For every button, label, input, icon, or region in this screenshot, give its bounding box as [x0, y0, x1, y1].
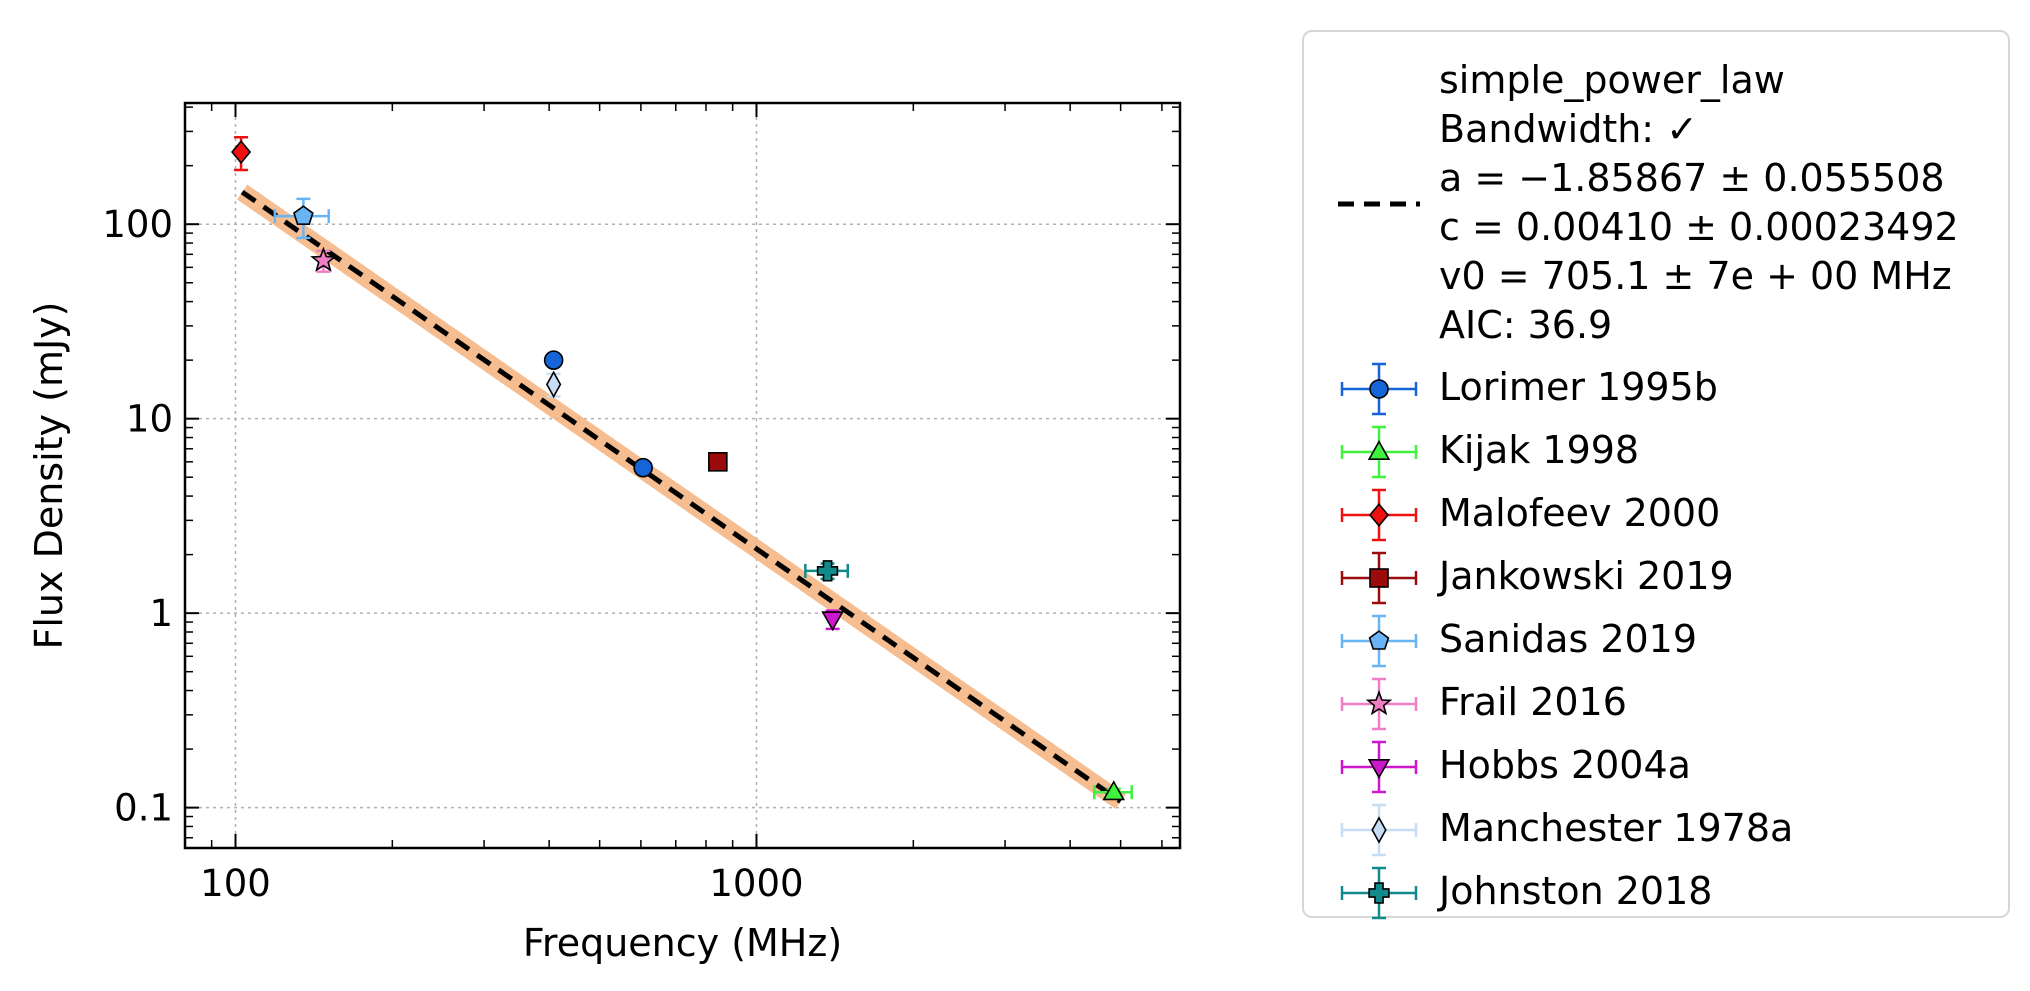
marker-star	[1365, 690, 1393, 716]
legend-fit-entry: simple_power_law Bandwidth: ✓ a = −1.85867…	[1304, 44, 2008, 347]
data-point	[231, 135, 252, 172]
marker-diamond	[231, 139, 252, 165]
y-tick-label: 1	[149, 592, 173, 635]
legend-marker	[1340, 677, 1418, 731]
x-tick-label: 1000	[709, 862, 803, 905]
marker-circle	[543, 350, 564, 370]
legend-marker	[1340, 425, 1418, 479]
marker-triangle-down	[1367, 758, 1391, 779]
marker-diamond	[1368, 502, 1390, 528]
series-sanidas-2019	[273, 197, 330, 240]
marker-square	[708, 452, 728, 472]
legend-entry: Frail 2016	[1304, 677, 2008, 731]
data-point	[633, 457, 653, 478]
legend-entry: Lorimer 1995b	[1304, 362, 2008, 416]
axes-frame	[183, 101, 1182, 850]
legend-entry: Kijak 1998	[1304, 425, 2008, 479]
y-tick-label: 0.1	[114, 787, 173, 830]
data-point	[708, 452, 728, 472]
legend-marker	[1340, 551, 1418, 605]
x-tick-label: 100	[200, 862, 271, 905]
data-point	[821, 609, 844, 632]
marker-square	[1369, 568, 1389, 588]
data-point	[545, 370, 562, 399]
legend-marker	[1340, 866, 1418, 920]
series-jankowski-2019	[708, 452, 728, 472]
marker-pentagon	[1368, 630, 1390, 650]
fit-text-line: v0 = 705.1 ± 7e + 00 MHz	[1439, 254, 1952, 298]
legend-marker	[1340, 488, 1418, 542]
legend-label: Malofeev 2000	[1439, 491, 1721, 535]
marker-thin-diamond	[1371, 816, 1387, 844]
series-hobbs-2004a	[821, 609, 844, 632]
legend-entry: Johnston 2018	[1304, 866, 2008, 920]
marker-circle	[1369, 379, 1389, 399]
legend-label: Sanidas 2019	[1439, 617, 1698, 661]
marker-thin-diamond	[545, 370, 562, 399]
legend-label: Frail 2016	[1439, 680, 1627, 724]
legend-entry: Sanidas 2019	[1304, 614, 2008, 668]
legend-entry: Malofeev 2000	[1304, 488, 2008, 542]
data-point	[310, 246, 337, 273]
legend-label: Lorimer 1995b	[1439, 365, 1718, 409]
fit-text-line: Bandwidth: ✓	[1439, 107, 1699, 151]
fit-parameters: simple_power_law Bandwidth: ✓ a = −1.85867…	[1439, 56, 1959, 350]
marker-triangle-up	[1102, 780, 1126, 801]
marker-star	[310, 246, 337, 272]
data-point	[1093, 780, 1133, 801]
x-axis-label: Frequency (MHz)	[523, 921, 842, 965]
series-manchester-1978a	[545, 370, 562, 399]
data-point	[273, 197, 330, 240]
y-axis-label: Flux Density (mJy)	[27, 302, 71, 650]
marker-pentagon	[293, 205, 314, 225]
legend: simple_power_law Bandwidth: ✓ a = −1.85867…	[1302, 30, 2010, 920]
series-lorimer-1995b	[543, 350, 653, 478]
marker-triangle-down	[821, 611, 844, 632]
series-kijak-1998	[1093, 780, 1133, 801]
legend-label: Kijak 1998	[1439, 428, 1640, 472]
marker-circle	[633, 457, 653, 478]
fit-text-line: a = −1.85867 ± 0.055508	[1439, 156, 1945, 200]
legend-label: Johnston 2018	[1439, 869, 1713, 913]
legend-entry: Hobbs 2004a	[1304, 740, 2008, 794]
legend-entry: Manchester 1978a	[1304, 803, 2008, 857]
series-frail-2016	[310, 246, 337, 273]
legend-entry: Jankowski 2019	[1304, 551, 2008, 605]
marker-plus	[1368, 882, 1390, 904]
legend-label: Hobbs 2004a	[1439, 743, 1691, 787]
legend-marker	[1340, 362, 1418, 416]
series-malofeev-2000	[231, 135, 252, 172]
plot-area: 100 1000 0.1 1 10 100 Frequency (MHz) Flux Dens…	[27, 101, 1182, 965]
data-point	[543, 350, 564, 370]
legend-marker	[1340, 803, 1418, 857]
fit-text-line: AIC: 36.9	[1439, 303, 1613, 347]
legend-marker	[1340, 740, 1418, 794]
fit-line	[240, 189, 1123, 804]
series-johnston-2018	[804, 560, 850, 582]
data-point	[804, 560, 850, 582]
fit-line-swatch	[1338, 201, 1420, 207]
marker-triangle-up	[1367, 440, 1391, 461]
legend-label: Jankowski 2019	[1439, 554, 1734, 598]
fit-text-line: c = 0.00410 ± 0.00023492	[1439, 205, 1959, 249]
legend-label: Manchester 1978a	[1439, 806, 1794, 850]
y-tick-label: 100	[102, 203, 173, 246]
fit-text-line: simple_power_law	[1439, 58, 1785, 102]
y-tick-label: 10	[126, 398, 173, 441]
legend-marker	[1340, 614, 1418, 668]
marker-plus	[816, 560, 839, 582]
